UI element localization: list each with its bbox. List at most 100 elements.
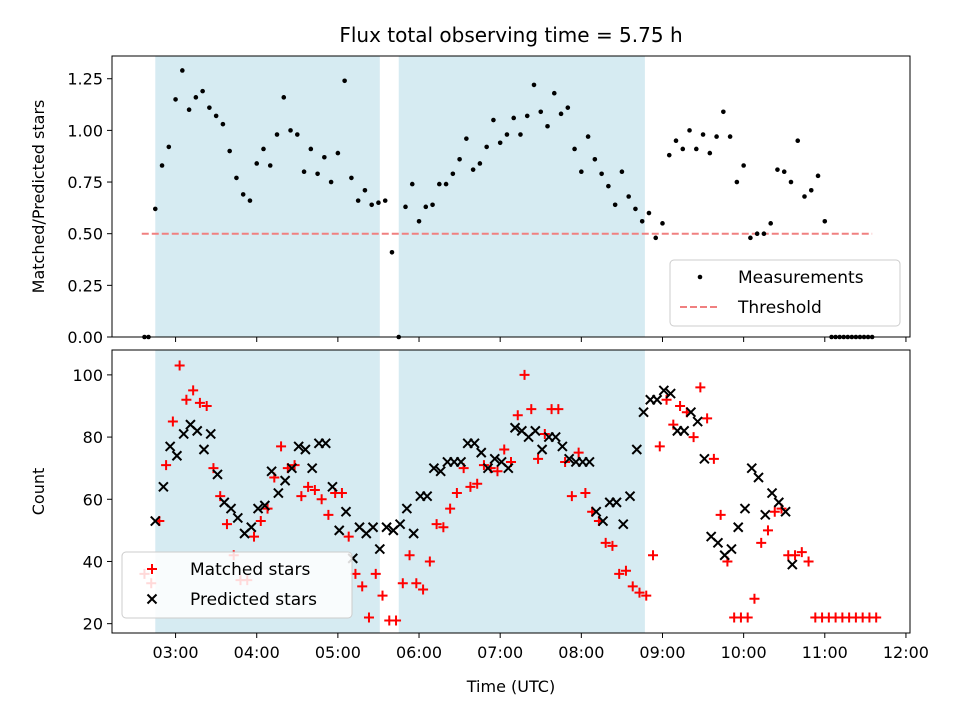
data-point — [524, 113, 530, 119]
data-point — [213, 113, 219, 119]
data-point — [370, 568, 381, 579]
data-point — [627, 581, 638, 592]
data-point — [438, 522, 449, 533]
data-point — [638, 406, 649, 418]
data-point — [435, 466, 446, 477]
legend-label: Measurements — [738, 268, 864, 288]
data-point — [606, 183, 611, 189]
data-point — [152, 206, 158, 212]
data-point — [418, 584, 429, 595]
data-point — [727, 134, 733, 139]
data-point — [247, 198, 253, 203]
data-point — [692, 416, 703, 427]
data-point — [634, 587, 645, 598]
data-point — [499, 444, 510, 455]
data-point — [249, 531, 260, 542]
data-point — [512, 410, 523, 421]
data-point — [503, 462, 514, 474]
data-point — [673, 138, 679, 144]
legend-marker — [146, 593, 158, 605]
data-point — [246, 522, 257, 533]
data-point — [279, 475, 291, 486]
data-point — [421, 490, 433, 502]
data-point — [531, 82, 537, 88]
data-point — [193, 95, 199, 100]
data-point — [533, 453, 544, 464]
data-point — [254, 161, 260, 166]
data-point — [343, 531, 354, 542]
legend-marker — [697, 274, 703, 280]
data-point — [600, 537, 611, 548]
data-point — [334, 525, 345, 536]
y-axis-label: Matched/Predicted stars — [29, 100, 48, 294]
data-point — [746, 462, 757, 474]
data-point — [443, 181, 449, 187]
data-point — [597, 515, 609, 527]
data-point — [708, 453, 719, 464]
data-point — [612, 202, 618, 208]
data-point — [286, 462, 298, 474]
data-point — [579, 169, 584, 175]
y-tick-label: 0.50 — [67, 225, 103, 244]
data-point — [294, 132, 300, 137]
data-point — [355, 198, 361, 203]
data-point — [377, 590, 388, 601]
data-point — [808, 188, 814, 193]
data-point — [518, 132, 523, 137]
data-point — [665, 388, 676, 399]
x-tick-label: 07:00 — [477, 643, 523, 662]
data-point — [685, 406, 697, 418]
data-point — [158, 481, 169, 493]
y-tick-label: 80 — [83, 428, 103, 447]
data-point — [654, 441, 665, 452]
data-point — [611, 497, 622, 508]
data-point — [225, 503, 237, 514]
y-axis-label: Count — [29, 468, 48, 516]
data-point — [618, 518, 629, 530]
data-point — [207, 105, 212, 110]
data-point — [491, 117, 496, 123]
data-point — [374, 543, 386, 555]
data-point — [788, 179, 794, 185]
data-point — [161, 460, 172, 471]
data-point — [653, 235, 659, 241]
data-point — [584, 456, 595, 468]
data-point — [404, 550, 415, 561]
chart-title: Flux total observing time = 5.75 h — [339, 23, 682, 47]
data-point — [409, 181, 415, 187]
data-point — [174, 360, 185, 371]
observing-interval-band — [398, 350, 645, 633]
data-point — [530, 425, 541, 437]
data-point — [167, 416, 178, 427]
data-point — [309, 484, 320, 495]
data-point — [660, 221, 665, 226]
y-tick-label: 1.00 — [67, 121, 103, 140]
x-tick-label: 05:00 — [315, 643, 361, 662]
data-point — [469, 438, 480, 449]
y-tick-label: 0.75 — [67, 173, 103, 192]
data-point — [301, 169, 307, 175]
data-point — [795, 138, 801, 144]
plot-frame — [111, 349, 911, 634]
data-point — [553, 404, 564, 415]
x-tick-label: 11:00 — [802, 643, 848, 662]
data-point — [550, 431, 561, 443]
data-point — [320, 438, 331, 449]
data-point — [255, 516, 266, 527]
x-tick-label: 06:00 — [396, 643, 442, 662]
data-point — [192, 425, 203, 437]
data-point — [336, 488, 347, 499]
data-point — [391, 615, 402, 626]
data-point — [754, 231, 760, 236]
data-point — [397, 578, 408, 589]
data-point — [335, 150, 341, 156]
data-point — [306, 462, 318, 474]
data-point — [591, 506, 602, 517]
data-point — [687, 128, 692, 133]
data-point — [403, 204, 408, 210]
data-point — [557, 441, 568, 452]
x-tick-label: 03:00 — [153, 643, 199, 662]
data-point — [477, 161, 483, 166]
data-point — [173, 97, 178, 102]
